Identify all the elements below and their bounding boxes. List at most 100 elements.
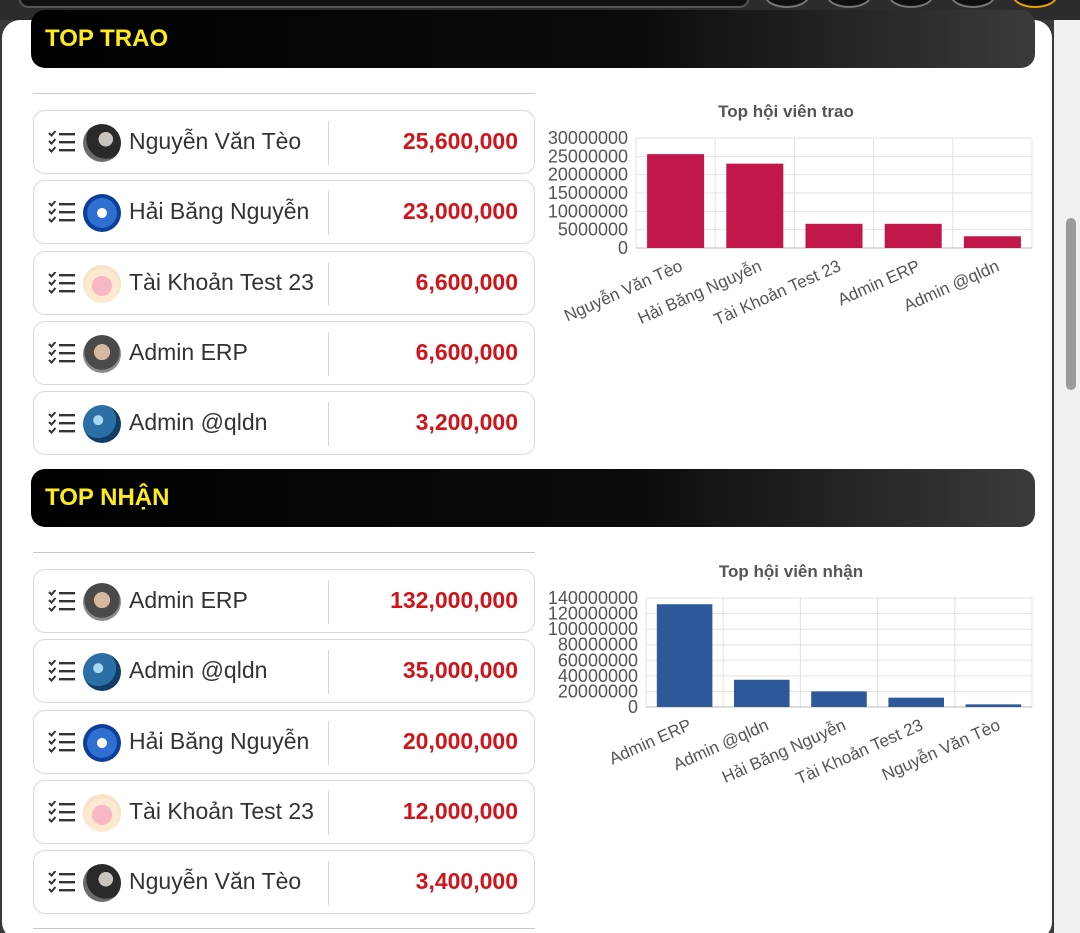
avatar	[83, 723, 121, 762]
avatar	[83, 124, 121, 162]
member-name: Nguyễn Văn Tèo	[129, 128, 302, 154]
y-tick-label: 0	[628, 697, 638, 717]
divider	[33, 928, 535, 929]
bar-chart-svg: Top hội viên trao 30000000250000002000000…	[548, 102, 1033, 329]
avatar	[83, 864, 121, 903]
list-item[interactable]: Admin @qldn 35,000,000	[33, 639, 535, 704]
divider	[328, 331, 329, 376]
list-item[interactable]: Tài Khoản Test 23 12,000,000	[33, 779, 535, 844]
member-name: Tài Khoản Test 23	[129, 797, 314, 824]
amount-value: 3,400,000	[415, 868, 518, 895]
bar[interactable]	[963, 236, 1021, 248]
bar[interactable]	[656, 604, 713, 707]
scrollbar-track[interactable]	[1054, 20, 1080, 933]
y-tick-label: 5000000	[558, 220, 628, 240]
amount-value: 25,600,000	[402, 128, 518, 154]
bar[interactable]	[811, 691, 867, 707]
list-item[interactable]: Hải Băng Nguyễn 20,000,000	[33, 709, 535, 774]
y-tick-label: 40000000	[558, 666, 638, 686]
header-circle-button[interactable]	[1012, 0, 1058, 8]
divider	[33, 93, 535, 94]
avatar	[83, 583, 121, 621]
y-tick-label: 20000000	[558, 681, 638, 701]
bar[interactable]	[888, 697, 944, 707]
list-item[interactable]: Admin ERP 6,600,000	[33, 320, 535, 385]
amount-value: 6,600,000	[415, 268, 518, 295]
checklist-icon[interactable]	[48, 200, 76, 224]
member-name: Admin ERP	[129, 338, 248, 365]
chart-title: Top hội viên nhận	[719, 562, 863, 581]
divider	[328, 191, 329, 236]
amount-value: 12,000,000	[402, 797, 518, 824]
list-item[interactable]: Nguyễn Văn Tèo 25,600,000	[33, 110, 535, 174]
scrollbar-thumb[interactable]	[1066, 218, 1076, 390]
search-bar[interactable]	[18, 0, 750, 8]
divider	[328, 861, 329, 906]
section-header-top-nhan: TOP NHẬN	[31, 469, 1035, 527]
checklist-icon[interactable]	[48, 729, 76, 753]
checklist-icon[interactable]	[48, 130, 76, 153]
avatar	[83, 194, 121, 233]
bar[interactable]	[884, 223, 942, 248]
bar[interactable]	[805, 223, 863, 248]
checklist-icon[interactable]	[48, 870, 76, 894]
list-item[interactable]: Admin @qldn 3,200,000	[33, 391, 535, 456]
amount-value: 3,200,000	[415, 409, 518, 436]
section-title: TOP TRAO	[45, 25, 169, 52]
y-tick-label: 20000000	[548, 165, 628, 185]
member-name: Admin @qldn	[129, 657, 268, 684]
y-tick-label: 120000000	[548, 604, 638, 624]
amount-value: 6,600,000	[415, 338, 518, 365]
y-tick-label: 10000000	[548, 201, 628, 221]
checklist-icon[interactable]	[48, 270, 76, 294]
divider	[328, 261, 329, 306]
bar[interactable]	[965, 704, 1022, 707]
y-tick-label: 100000000	[548, 619, 638, 639]
header-circle-button[interactable]	[764, 0, 810, 8]
chart-title: Top hội viên trao	[718, 102, 854, 121]
checklist-icon[interactable]	[48, 659, 76, 683]
header-circle-button[interactable]	[888, 0, 934, 8]
bar[interactable]	[647, 154, 705, 248]
y-tick-label: 0	[618, 238, 628, 258]
avatar	[83, 264, 121, 303]
divider	[328, 402, 329, 447]
y-tick-label: 30000000	[548, 128, 628, 148]
header-circle-button[interactable]	[950, 0, 996, 8]
list-item[interactable]: Admin ERP 132,000,000	[33, 569, 535, 633]
list-item[interactable]: Nguyễn Văn Tèo 3,400,000	[33, 850, 535, 915]
member-name: Hải Băng Nguyễn	[129, 198, 310, 225]
y-tick-label: 140000000	[548, 588, 638, 608]
bar[interactable]	[734, 679, 790, 707]
checklist-icon[interactable]	[48, 341, 76, 364]
chart-top-trao: Top hội viên trao 30000000 25000000 2000000…	[540, 95, 1040, 345]
amount-value: 132,000,000	[390, 587, 518, 613]
amount-value: 23,000,000	[402, 198, 518, 225]
divider	[328, 580, 329, 624]
member-name: Admin @qldn	[129, 409, 268, 436]
y-tick-label: 15000000	[548, 183, 628, 203]
divider	[328, 121, 329, 165]
list-item[interactable]: Tài Khoản Test 23 6,600,000	[33, 250, 535, 315]
bar[interactable]	[726, 163, 784, 248]
x-tick-label: Tài Khoản Test 23	[793, 715, 926, 788]
section-header-top-trao: TOP TRAO	[31, 10, 1035, 68]
header-circle-button[interactable]	[826, 0, 872, 8]
member-name: Hải Băng Nguyễn	[129, 727, 310, 754]
checklist-icon[interactable]	[48, 800, 76, 823]
checklist-icon[interactable]	[48, 589, 76, 612]
amount-value: 35,000,000	[402, 657, 518, 684]
member-name: Admin ERP	[129, 587, 248, 613]
list-item[interactable]: Hải Băng Nguyễn 23,000,000	[33, 180, 535, 245]
y-tick-label: 60000000	[558, 650, 638, 670]
chart-top-nhan: Top hội viên nhận 140000000 120000000 10000…	[540, 555, 1040, 805]
divider	[328, 790, 329, 835]
checklist-icon[interactable]	[48, 411, 76, 435]
member-name: Nguyễn Văn Tèo	[129, 868, 302, 895]
section-title: TOP NHẬN	[45, 484, 170, 511]
avatar	[83, 653, 121, 692]
amount-value: 20,000,000	[402, 727, 518, 754]
divider	[328, 650, 329, 695]
y-tick-label: 25000000	[548, 146, 628, 166]
divider	[328, 720, 329, 765]
